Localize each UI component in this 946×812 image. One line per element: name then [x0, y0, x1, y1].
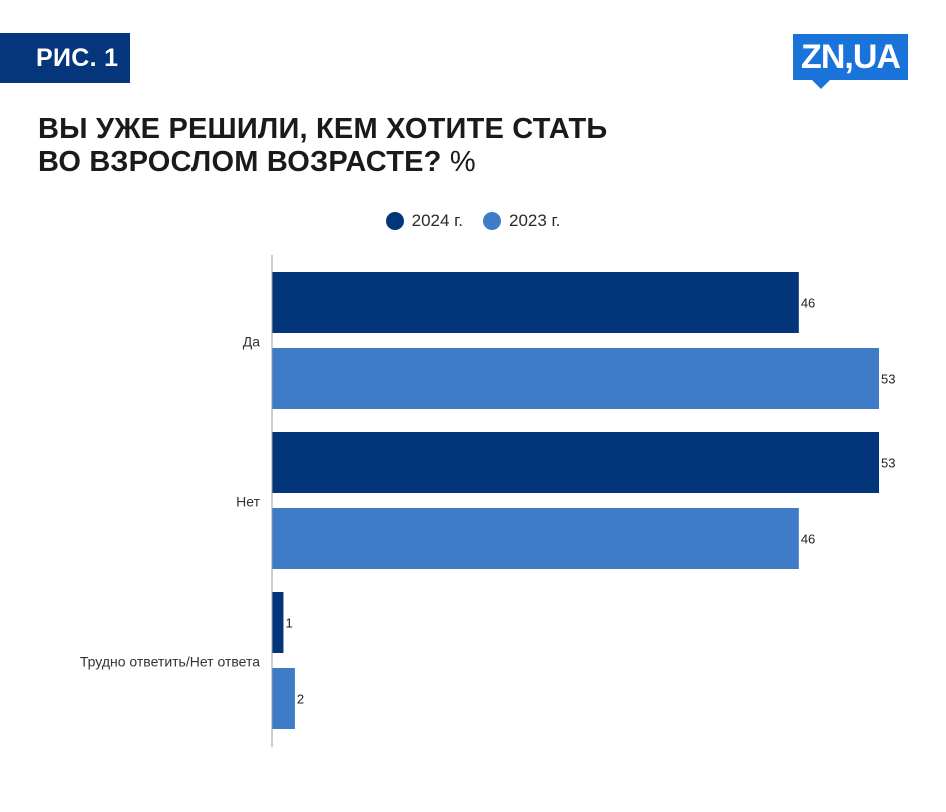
- legend-item-2023: 2023 г.: [483, 211, 560, 231]
- data-label: 46: [801, 532, 815, 547]
- bar-2024-0: [272, 272, 799, 333]
- legend-swatch-2023: [483, 212, 501, 230]
- bar-2023-0: [272, 348, 879, 409]
- chart-title: ВЫ УЖЕ РЕШИЛИ, КЕМ ХОТИТЕ СТАТЬ ВО ВЗРОС…: [38, 113, 738, 179]
- data-label: 53: [881, 372, 895, 387]
- bar-2023-2: [272, 668, 295, 729]
- bar-2023-1: [272, 508, 799, 569]
- category-label: Да: [243, 334, 260, 350]
- legend-swatch-2024: [385, 212, 404, 230]
- zn-ua-logo[interactable]: ZN,UA: [793, 34, 908, 80]
- data-label: 1: [285, 616, 292, 631]
- category-label: Трудно ответить/Нет ответа: [80, 654, 260, 670]
- category-label: Нет: [236, 494, 260, 510]
- bar-2024-2: [272, 592, 284, 653]
- bar-chart: Да 46 53 Нет 53 46 Трудно ответить/Нет ответа 1…: [80, 255, 895, 747]
- title-unit: %: [449, 146, 476, 178]
- bar-2024-1: [272, 432, 879, 493]
- legend-item-2024: 2024 г.: [385, 211, 463, 231]
- data-label: 2: [297, 692, 304, 707]
- logo-speech-tail: [812, 80, 830, 89]
- title-line-2-text: ВО ВЗРОСЛОМ ВОЗРАСТЕ?: [38, 146, 442, 178]
- title-line-1: ВЫ УЖЕ РЕШИЛИ, КЕМ ХОТИТЕ СТАТЬ: [38, 113, 608, 145]
- title-line-2: ВО ВЗРОСЛОМ ВОЗРАСТЕ? %: [38, 146, 738, 179]
- legend-label-2023: 2023 г.: [509, 211, 561, 230]
- data-label: 53: [881, 456, 895, 471]
- legend-label-2024: 2024 г.: [411, 211, 463, 230]
- figure-badge: РИС. 1: [0, 33, 130, 83]
- data-label: 46: [801, 296, 815, 311]
- chart-legend: 2024 г. 2023 г.: [0, 208, 946, 234]
